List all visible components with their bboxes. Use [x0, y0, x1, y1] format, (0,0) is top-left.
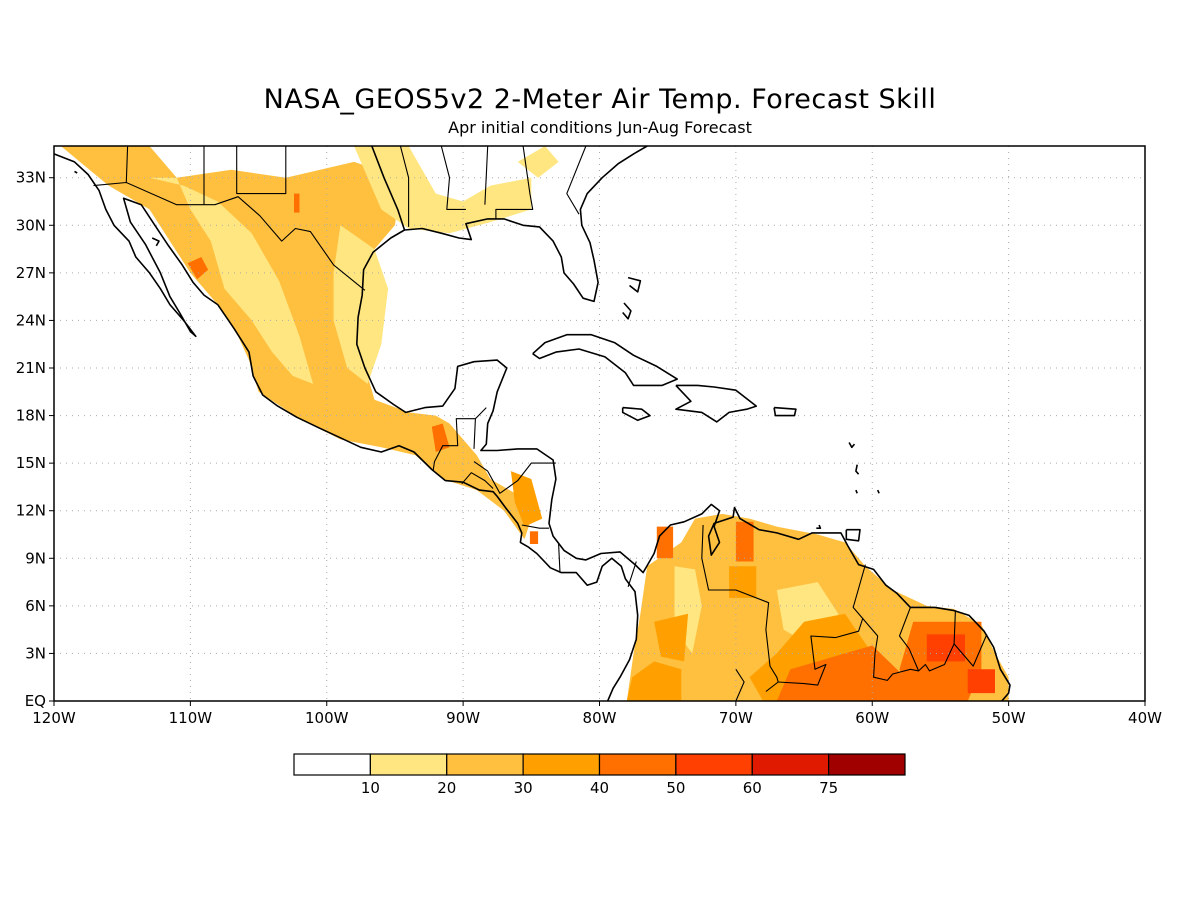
coastline: [773, 406, 797, 417]
lat-tick-label: 15N: [16, 454, 46, 472]
lat-tick-label: EQ: [25, 692, 46, 710]
coastline: [54, 153, 639, 701]
colorbar-swatch: [293, 753, 371, 776]
border-line: [473, 461, 556, 494]
border-line: [566, 146, 587, 215]
skill-region: [654, 613, 689, 662]
lon-tick-label: 110W: [169, 709, 213, 727]
colorbar-label: 60: [743, 779, 762, 797]
lat-tick-label: 33N: [16, 169, 46, 187]
lat-tick-label: 3N: [25, 644, 46, 662]
latitude-labels: EQ 3N 6N 9N 12N 15N 18N 21N 24N 27N 30N 33N: [16, 169, 54, 710]
coastline: [355, 146, 1011, 701]
skill-region: [294, 193, 300, 213]
border-line: [862, 610, 956, 681]
coastline: [621, 406, 651, 422]
skill-region: [431, 423, 450, 452]
coastline: [532, 333, 679, 387]
coastline: [622, 302, 632, 320]
coastline: [876, 489, 880, 494]
coastline: [855, 489, 858, 494]
lat-tick-label: 21N: [16, 359, 46, 377]
border-line: [440, 146, 466, 210]
border-line: [93, 181, 366, 291]
lon-tick-label: 120W: [32, 709, 76, 727]
coastline: [74, 170, 78, 174]
skill-region: [776, 645, 927, 701]
coastline: [816, 524, 822, 530]
coastlines: [54, 146, 1011, 701]
skill-region: [626, 661, 682, 701]
colorbar-swatch: [828, 753, 906, 776]
colorbar-label: 75: [819, 779, 838, 797]
lat-tick-label: 27N: [16, 264, 46, 282]
grid-lines: [54, 146, 1145, 701]
lat-tick-label: 6N: [25, 597, 46, 615]
border-line: [521, 524, 549, 529]
colorbar-swatch: [675, 753, 753, 776]
chart-title: NASA_GEOS5v2 2-Meter Air Temp. Forecast …: [263, 84, 937, 115]
colorbar-swatch: [522, 753, 601, 776]
lat-tick-label: 24N: [16, 311, 46, 329]
colorbar-swatch: [598, 753, 677, 776]
colorbar-swatch: [446, 753, 524, 776]
border-line: [495, 146, 534, 219]
skill-region: [510, 471, 543, 527]
lat-tick-label: 12N: [16, 502, 46, 520]
coastline: [855, 464, 860, 475]
border-line: [399, 146, 410, 227]
chart-subtitle: Apr initial conditions Jun-Aug Forecast: [448, 118, 752, 137]
border-line: [701, 524, 779, 692]
coastline: [151, 237, 160, 247]
colorbar-swatch: [369, 753, 448, 776]
skill-region: [187, 257, 209, 280]
colorbar-label: 30: [514, 779, 533, 797]
colorbar-label: 50: [666, 779, 685, 797]
border-line: [627, 561, 637, 587]
lon-tick-label: 70W: [719, 709, 753, 727]
border-line: [953, 634, 988, 667]
lat-tick-label: 18N: [16, 407, 46, 425]
lon-tick-label: 60W: [855, 709, 889, 727]
border-line: [898, 607, 920, 672]
skill-region: [529, 531, 539, 544]
skill-shading: [60, 146, 1009, 701]
colorbar: 10 20 30 40 50 60 75: [293, 753, 906, 797]
coastline: [845, 528, 861, 542]
colorbar-swatch: [751, 753, 830, 776]
longitude-labels: 120W 110W 100W 90W 80W 70W 60W 50W 40W: [32, 701, 1162, 727]
border-line: [236, 146, 287, 195]
lon-tick-label: 80W: [583, 709, 617, 727]
coastline: [627, 276, 642, 293]
border-line: [778, 564, 866, 686]
skill-region: [149, 177, 314, 384]
coastline: [848, 442, 856, 449]
colorbar-label: 20: [437, 779, 456, 797]
border-line: [558, 543, 561, 573]
border-line: [475, 407, 487, 420]
border-line: [735, 669, 745, 701]
skill-region: [926, 634, 965, 662]
coastline: [675, 384, 758, 423]
coastline: [404, 146, 648, 303]
border-line: [484, 146, 489, 205]
colorbar-label: 10: [361, 779, 380, 797]
border-line: [125, 146, 129, 183]
colorbar-label: 40: [590, 779, 609, 797]
lat-tick-label: 9N: [25, 549, 46, 567]
skill-region: [735, 521, 754, 562]
lon-tick-label: 40W: [1128, 709, 1162, 727]
lon-tick-label: 50W: [992, 709, 1026, 727]
skill-region: [967, 669, 995, 694]
lon-tick-label: 100W: [305, 709, 349, 727]
border-line: [461, 472, 494, 489]
political-borders: [93, 146, 988, 701]
skill-region: [517, 146, 559, 178]
lon-tick-label: 90W: [446, 709, 480, 727]
lat-tick-label: 30N: [16, 216, 46, 234]
